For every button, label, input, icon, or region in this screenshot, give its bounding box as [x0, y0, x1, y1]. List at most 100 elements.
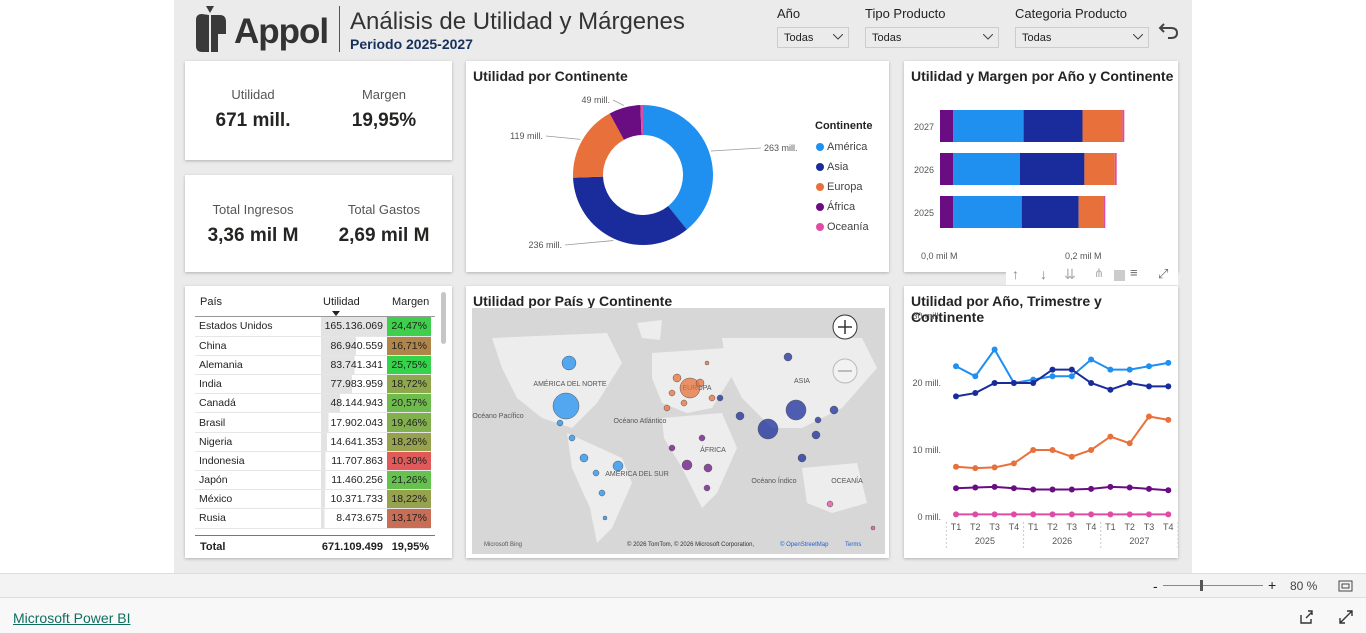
map-bubble[interactable] [680, 399, 688, 407]
slicer-product-category-dropdown[interactable]: Todas [1015, 27, 1149, 48]
line-point[interactable] [1088, 380, 1095, 386]
map-bubble[interactable] [602, 515, 608, 521]
bar-segment[interactable] [1084, 153, 1115, 185]
table-row[interactable]: India 77.983.959 18,72% [195, 374, 431, 395]
map-bubble[interactable] [703, 484, 711, 492]
zoom-slider[interactable] [1163, 585, 1263, 586]
line-point[interactable] [1088, 447, 1095, 453]
map-bubble[interactable] [568, 434, 576, 442]
table-row[interactable]: China 86.940.559 16,71% [195, 336, 431, 356]
line-point[interactable] [1107, 511, 1114, 518]
line-point[interactable] [953, 511, 959, 518]
expand-next-level-icon[interactable]: ⇊ [1064, 266, 1076, 282]
line-point[interactable] [1146, 511, 1152, 518]
map-bubble[interactable] [598, 489, 606, 497]
col-header-margen[interactable]: Margen [392, 296, 430, 308]
bar-segment[interactable] [1103, 196, 1106, 228]
line-point[interactable] [953, 463, 959, 470]
map-bubble[interactable] [552, 392, 580, 420]
donut-slice-2[interactable] [573, 113, 624, 178]
map-bubble[interactable] [757, 418, 779, 440]
line-point[interactable] [1088, 485, 1095, 492]
slicer-product-type-dropdown[interactable]: Todas [865, 27, 999, 48]
focus-mode-icon[interactable]: ⤢ [1158, 266, 1169, 281]
line-point[interactable] [1165, 383, 1172, 390]
donut-chart[interactable]: 263 mill. 236 mill. 119 mill. 49 mill. [466, 61, 889, 272]
line-point[interactable] [953, 363, 959, 370]
line-point[interactable] [1146, 413, 1152, 420]
map-bubble[interactable] [668, 444, 676, 452]
line-point[interactable] [1146, 383, 1152, 390]
line-point[interactable] [1088, 356, 1095, 363]
bar-segment[interactable] [940, 196, 954, 228]
slicer-year-dropdown[interactable]: Todas [777, 27, 849, 48]
donut-slice-4[interactable] [640, 105, 643, 136]
power-bi-link[interactable]: Microsoft Power BI [13, 610, 131, 626]
line-point[interactable] [1010, 511, 1017, 518]
map-bubble[interactable] [556, 419, 564, 427]
line-point[interactable] [1107, 483, 1114, 490]
line-point[interactable] [1010, 380, 1017, 386]
line-point[interactable] [1088, 511, 1095, 518]
table-row[interactable]: Japón 11.460.256 21,26% [195, 470, 431, 491]
bar-segment[interactable] [1078, 196, 1104, 228]
map-bubble[interactable] [735, 411, 745, 421]
line-point[interactable] [1146, 363, 1152, 370]
line-chart[interactable]: 30 mill. 20 mill. 10 mill. 0 mill. T1 T2 T3 T4 T… [904, 286, 1178, 558]
map-bubble[interactable] [672, 373, 682, 383]
map-bubble[interactable] [811, 430, 821, 440]
legend-item[interactable]: Asia [816, 157, 869, 177]
line-point[interactable] [1030, 511, 1037, 518]
map-bubble[interactable] [695, 378, 705, 388]
legend-item[interactable]: Europa [816, 177, 869, 197]
line-point[interactable] [1049, 447, 1056, 453]
map-bubble[interactable] [797, 453, 807, 463]
stacked-bar-chart[interactable]: 2027 2026 2025 0,0 mil M 0,2 mil M [904, 61, 1178, 272]
line-point[interactable] [1049, 366, 1056, 373]
line-point[interactable] [1126, 511, 1133, 518]
line-point[interactable] [1165, 511, 1172, 518]
bubble-map[interactable]: AMÉRICA DEL NORTEEUROPAASIAOcéano Pacífi… [472, 308, 885, 554]
map-bubble[interactable] [814, 416, 822, 424]
line-point[interactable] [953, 393, 959, 400]
table-row[interactable]: Alemania 83.741.341 25,75% [195, 355, 431, 376]
line-point[interactable] [1010, 485, 1017, 492]
line-point[interactable] [1068, 486, 1075, 493]
map-bubble[interactable] [592, 469, 600, 477]
col-header-pais[interactable]: País [200, 296, 223, 308]
line-series[interactable] [955, 415, 1169, 470]
map-bubble[interactable] [681, 459, 693, 471]
bar-segment[interactable] [940, 110, 954, 142]
pin-icon[interactable] [1114, 270, 1125, 281]
slicer-year[interactable]: Año Todas [777, 6, 849, 48]
line-point[interactable] [991, 380, 998, 386]
legend-item[interactable]: África [816, 197, 869, 217]
line-point[interactable] [1010, 460, 1017, 467]
bar-segment[interactable] [1019, 153, 1085, 185]
zoom-slider-thumb[interactable] [1200, 580, 1203, 591]
line-point[interactable] [991, 483, 998, 490]
zoom-out-button[interactable]: - [1153, 578, 1158, 594]
line-point[interactable] [991, 511, 998, 518]
line-point[interactable] [1146, 485, 1152, 492]
line-point[interactable] [991, 346, 998, 353]
table-row[interactable]: Estados Unidos 165.136.069 24,47% [195, 317, 431, 337]
map-bubble[interactable] [612, 460, 624, 472]
fit-to-page-icon[interactable] [1338, 580, 1353, 592]
bar-segment[interactable] [1122, 110, 1125, 142]
map-bubble[interactable] [783, 352, 793, 362]
map-terms-link[interactable]: Terms [845, 542, 861, 548]
line-point[interactable] [1107, 366, 1114, 373]
map-bubble[interactable] [668, 389, 676, 397]
donut-slice-3[interactable] [609, 105, 642, 140]
line-point[interactable] [1030, 447, 1037, 453]
line-point[interactable] [1049, 511, 1056, 518]
line-point[interactable] [972, 373, 979, 380]
map-bubble[interactable] [679, 377, 701, 399]
line-point[interactable] [953, 485, 959, 492]
map-bubble[interactable] [561, 355, 577, 371]
map-bubble[interactable] [716, 394, 724, 402]
line-point[interactable] [1107, 433, 1114, 440]
line-point[interactable] [1126, 440, 1133, 447]
zoom-in-button[interactable]: + [1268, 577, 1277, 593]
